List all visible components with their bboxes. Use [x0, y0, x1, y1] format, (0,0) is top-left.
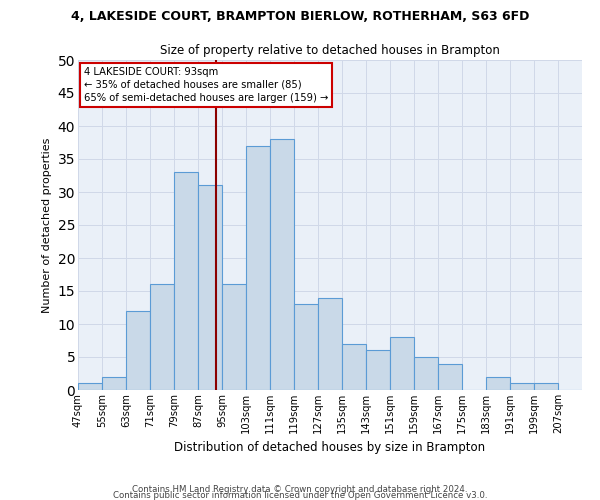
Bar [318, 298, 342, 390]
Bar [126, 311, 150, 390]
Bar [390, 337, 414, 390]
Bar [270, 139, 294, 390]
Bar [486, 377, 510, 390]
Text: Contains public sector information licensed under the Open Government Licence v3: Contains public sector information licen… [113, 490, 487, 500]
Bar [342, 344, 366, 390]
Bar [78, 384, 102, 390]
Title: Size of property relative to detached houses in Brampton: Size of property relative to detached ho… [160, 44, 500, 58]
X-axis label: Distribution of detached houses by size in Brampton: Distribution of detached houses by size … [175, 442, 485, 454]
Bar [366, 350, 390, 390]
Bar [246, 146, 270, 390]
Bar [414, 357, 438, 390]
Bar [534, 384, 558, 390]
Bar [222, 284, 246, 390]
Text: 4 LAKESIDE COURT: 93sqm
← 35% of detached houses are smaller (85)
65% of semi-de: 4 LAKESIDE COURT: 93sqm ← 35% of detache… [84, 66, 328, 103]
Bar [102, 377, 126, 390]
Bar [294, 304, 318, 390]
Bar [150, 284, 174, 390]
Text: 4, LAKESIDE COURT, BRAMPTON BIERLOW, ROTHERHAM, S63 6FD: 4, LAKESIDE COURT, BRAMPTON BIERLOW, ROT… [71, 10, 529, 23]
Bar [510, 384, 534, 390]
Text: Contains HM Land Registry data © Crown copyright and database right 2024.: Contains HM Land Registry data © Crown c… [132, 484, 468, 494]
Bar [174, 172, 198, 390]
Bar [198, 186, 222, 390]
Y-axis label: Number of detached properties: Number of detached properties [42, 138, 52, 312]
Bar [438, 364, 462, 390]
